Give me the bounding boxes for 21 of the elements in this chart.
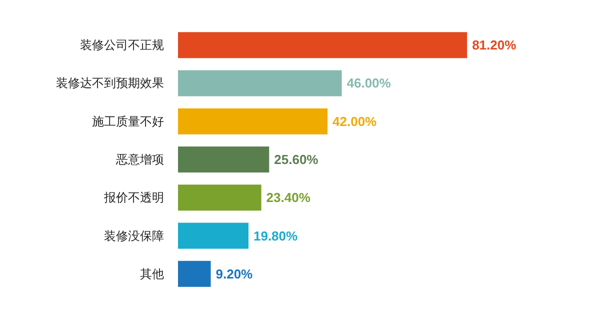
y-tick-label: 其他 [140,266,164,281]
data-label: 81.20% [472,38,517,53]
y-tick-label: 装修公司不正规 [80,38,164,52]
bar [178,184,262,211]
data-label: 25.60% [274,152,319,167]
data-label: 23.40% [266,190,311,206]
data-label: 42.00% [332,114,378,129]
bar [178,260,211,287]
y-tick-label: 施工质量不好 [92,114,164,128]
bar [178,146,270,172]
bar [178,222,248,249]
y-tick-label: 装修没保障 [104,228,164,243]
y-tick-label: 恶意增项 [115,152,164,166]
y-tick-label: 装修达不到预期效果 [56,76,164,90]
data-label: 46.00% [346,76,392,91]
bar [178,70,342,96]
data-label: 19.80% [253,228,298,244]
data-label: 9.20% [216,266,254,282]
bar [178,32,468,58]
y-tick-label: 报价不透明 [103,190,164,205]
bar [178,108,328,134]
